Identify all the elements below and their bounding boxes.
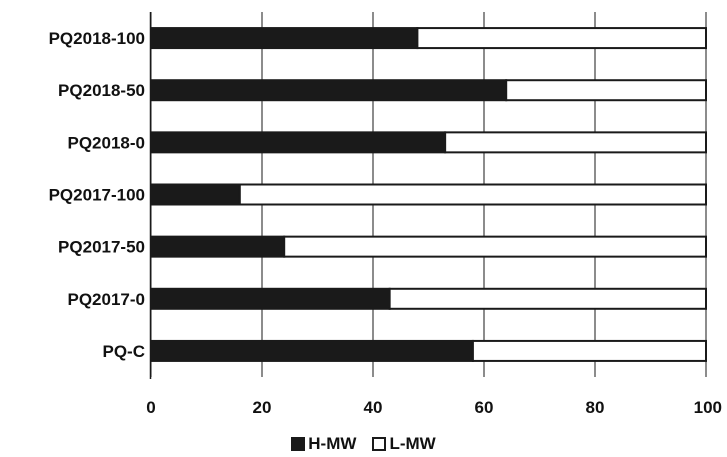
category-label: PQ2018-100	[49, 29, 145, 48]
bar-l-mw-pq2018-50	[505, 79, 708, 102]
legend-item-l-mw: L-MW	[372, 434, 436, 454]
x-tick-label: 80	[586, 398, 605, 417]
legend-swatch-l-mw	[372, 437, 387, 451]
bar-h-mw-pq2018-100	[150, 27, 419, 50]
x-tick-label: 40	[364, 398, 383, 417]
bar-h-mw-pq2018-50	[150, 79, 508, 102]
category-label: PQ2018-50	[58, 81, 145, 100]
bar-l-mw-pq2018-0	[444, 131, 707, 154]
chart-legend: H-MW L-MW	[0, 433, 727, 455]
x-tick-label: 20	[253, 398, 272, 417]
category-label: PQ2018-0	[68, 133, 146, 152]
bar-l-mw-pq2017-100	[238, 183, 708, 206]
legend-item-h-mw: H-MW	[291, 434, 356, 454]
x-tick-label: 0	[146, 398, 155, 417]
x-tick-label: 60	[475, 398, 494, 417]
bar-h-mw-pq2017-50	[150, 235, 286, 258]
category-label: PQ2017-0	[68, 290, 146, 309]
stacked-bar-chart: PQ2018-100 PQ2018-50 PQ2018-0 PQ2017-100 PQ2…	[49, 12, 722, 417]
bar-h-mw-pq2017-0	[150, 287, 391, 310]
bar-l-mw-pq-c	[471, 339, 707, 362]
legend-label-h-mw: H-MW	[308, 434, 357, 453]
x-tick-label: 100	[694, 398, 722, 417]
bar-l-mw-pq2018-100	[416, 27, 707, 50]
bar-l-mw-pq2017-0	[388, 287, 707, 310]
legend-label-l-mw: L-MW	[389, 434, 436, 453]
legend-swatch-h-mw	[291, 437, 306, 451]
bar-h-mw-pq2018-0	[150, 131, 447, 154]
category-label: PQ-C	[103, 342, 146, 361]
bar-h-mw-pq2017-100	[150, 183, 241, 206]
bar-l-mw-pq2017-50	[283, 235, 707, 258]
category-label: PQ2017-50	[58, 238, 145, 257]
category-label: PQ2017-100	[49, 186, 145, 205]
bar-h-mw-pq-c	[150, 339, 474, 362]
